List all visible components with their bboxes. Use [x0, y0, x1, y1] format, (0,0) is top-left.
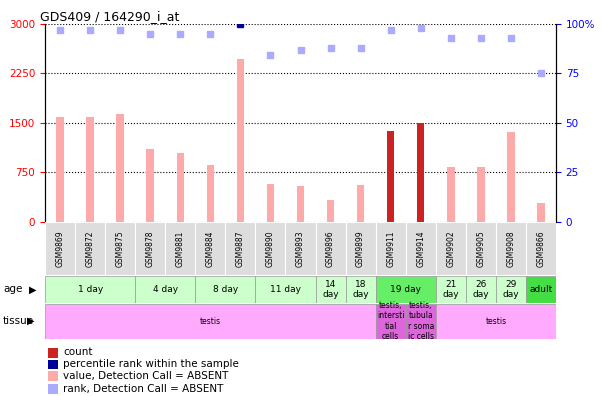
- Bar: [406, 222, 436, 275]
- Text: GSM9896: GSM9896: [326, 230, 335, 267]
- Bar: [75, 222, 105, 275]
- Bar: [357, 185, 364, 222]
- Bar: [225, 222, 255, 275]
- Text: ▶: ▶: [29, 284, 36, 295]
- Bar: [537, 203, 545, 222]
- Text: 19 day: 19 day: [390, 285, 421, 294]
- Text: GSM9914: GSM9914: [416, 230, 425, 267]
- Bar: [387, 131, 394, 222]
- Bar: [346, 222, 376, 275]
- Bar: [47, 371, 58, 381]
- Bar: [447, 167, 454, 222]
- Bar: [45, 276, 135, 303]
- Bar: [417, 124, 424, 222]
- Bar: [255, 222, 285, 275]
- Text: GSM9869: GSM9869: [56, 230, 64, 267]
- Bar: [47, 360, 58, 369]
- Bar: [466, 276, 496, 303]
- Bar: [316, 276, 346, 303]
- Text: GSM9908: GSM9908: [507, 230, 515, 267]
- Text: testis: testis: [200, 317, 221, 326]
- Text: 11 day: 11 day: [270, 285, 301, 294]
- Bar: [47, 384, 58, 394]
- Text: 26
day: 26 day: [472, 280, 489, 299]
- Bar: [436, 222, 466, 275]
- Bar: [105, 222, 135, 275]
- Text: 8 day: 8 day: [213, 285, 238, 294]
- Text: rank, Detection Call = ABSENT: rank, Detection Call = ABSENT: [63, 383, 224, 394]
- Bar: [56, 118, 64, 222]
- Bar: [376, 276, 436, 303]
- Bar: [376, 304, 406, 339]
- Bar: [195, 276, 255, 303]
- Text: 18
day: 18 day: [352, 280, 369, 299]
- Bar: [496, 276, 526, 303]
- Bar: [297, 186, 304, 222]
- Bar: [207, 165, 214, 222]
- Bar: [47, 348, 58, 358]
- Text: GSM9899: GSM9899: [356, 230, 365, 267]
- Bar: [406, 304, 436, 339]
- Bar: [267, 184, 274, 222]
- Text: 29
day: 29 day: [502, 280, 519, 299]
- Text: testis,
intersti
tial
cells: testis, intersti tial cells: [377, 301, 404, 341]
- Bar: [147, 149, 154, 222]
- Text: GSM9905: GSM9905: [477, 230, 485, 267]
- Text: GSM9875: GSM9875: [116, 230, 124, 267]
- Text: GSM9878: GSM9878: [146, 230, 154, 267]
- Bar: [526, 222, 556, 275]
- Text: GSM9893: GSM9893: [296, 230, 305, 267]
- Bar: [255, 276, 316, 303]
- Text: 21
day: 21 day: [442, 280, 459, 299]
- Bar: [477, 167, 484, 222]
- Text: count: count: [63, 347, 93, 357]
- Bar: [496, 222, 526, 275]
- Bar: [346, 276, 376, 303]
- Text: GSM9866: GSM9866: [537, 230, 545, 267]
- Text: 4 day: 4 day: [153, 285, 178, 294]
- Text: GDS409 / 164290_i_at: GDS409 / 164290_i_at: [40, 10, 179, 23]
- Bar: [376, 222, 406, 275]
- Text: testis: testis: [485, 317, 507, 326]
- Bar: [327, 200, 334, 222]
- Bar: [45, 304, 376, 339]
- Text: adult: adult: [529, 285, 552, 294]
- Bar: [117, 114, 124, 222]
- Text: 14
day: 14 day: [322, 280, 339, 299]
- Text: GSM9887: GSM9887: [236, 230, 245, 267]
- Bar: [436, 276, 466, 303]
- Bar: [135, 276, 195, 303]
- Text: GSM9884: GSM9884: [206, 230, 215, 267]
- Text: GSM9872: GSM9872: [86, 230, 94, 267]
- Text: tissue: tissue: [3, 316, 34, 326]
- Text: GSM9890: GSM9890: [266, 230, 275, 267]
- Text: value, Detection Call = ABSENT: value, Detection Call = ABSENT: [63, 371, 229, 381]
- Bar: [165, 222, 195, 275]
- Text: 1 day: 1 day: [78, 285, 103, 294]
- Bar: [177, 153, 184, 222]
- Bar: [237, 59, 244, 222]
- Bar: [87, 118, 94, 222]
- Bar: [316, 222, 346, 275]
- Bar: [526, 276, 556, 303]
- Text: GSM9881: GSM9881: [176, 230, 185, 267]
- Bar: [507, 132, 514, 222]
- Text: testis,
tubula
r soma
ic cells: testis, tubula r soma ic cells: [407, 301, 434, 341]
- Text: GSM9902: GSM9902: [447, 230, 455, 267]
- Bar: [45, 222, 75, 275]
- Bar: [466, 222, 496, 275]
- Text: GSM9911: GSM9911: [386, 230, 395, 267]
- Bar: [285, 222, 316, 275]
- Text: age: age: [3, 284, 22, 295]
- Bar: [135, 222, 165, 275]
- Bar: [436, 304, 556, 339]
- Bar: [195, 222, 225, 275]
- Text: ▶: ▶: [27, 316, 34, 326]
- Text: percentile rank within the sample: percentile rank within the sample: [63, 359, 239, 369]
